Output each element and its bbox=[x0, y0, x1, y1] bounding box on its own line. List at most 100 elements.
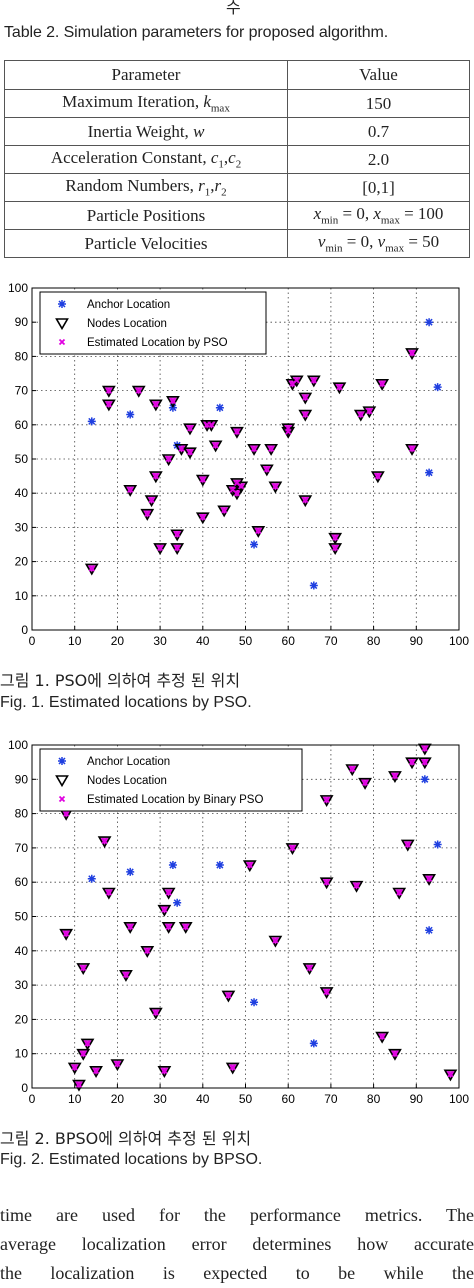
estimated-point bbox=[186, 449, 194, 456]
node-point bbox=[166, 396, 180, 408]
node-point bbox=[170, 529, 185, 542]
node-point bbox=[76, 1048, 91, 1061]
x-tick-label: 20 bbox=[111, 634, 125, 648]
estimated-point bbox=[233, 490, 241, 497]
estimated-point bbox=[161, 1067, 168, 1074]
y-tick-label: 90 bbox=[15, 772, 29, 786]
node-point bbox=[208, 440, 223, 453]
legend-box bbox=[39, 291, 267, 355]
estimated-point bbox=[84, 1040, 91, 1047]
anchor-point bbox=[250, 540, 259, 549]
estimated-point bbox=[408, 445, 416, 452]
anchor-point bbox=[87, 417, 96, 426]
estimated-point bbox=[152, 1009, 159, 1016]
estimated-point bbox=[396, 889, 403, 896]
node-point bbox=[195, 474, 210, 487]
y-tick-label: 100 bbox=[8, 738, 28, 752]
node-point bbox=[319, 987, 334, 1000]
legend-label: Estimated Location by PSO bbox=[87, 337, 228, 349]
node-point bbox=[264, 443, 279, 456]
x-tick-label: 20 bbox=[111, 1092, 125, 1106]
estimated-point bbox=[105, 889, 112, 896]
estimated-point bbox=[178, 445, 185, 452]
legend-label: Nodes Location bbox=[87, 318, 167, 330]
x-tick-label: 90 bbox=[410, 634, 424, 648]
estimated-point bbox=[63, 930, 70, 937]
node-point bbox=[174, 443, 189, 456]
estimated-point bbox=[105, 387, 112, 394]
estimated-point bbox=[199, 514, 206, 521]
y-tick-label: 90 bbox=[15, 315, 29, 329]
node-point bbox=[268, 481, 283, 494]
anchor-point bbox=[250, 998, 259, 1007]
node-point bbox=[157, 1066, 172, 1078]
anchor-point bbox=[425, 318, 434, 327]
x-tick-label: 60 bbox=[282, 1092, 296, 1106]
y-tick-label: 0 bbox=[21, 623, 28, 637]
node-point bbox=[298, 392, 313, 405]
x-tick-label: 80 bbox=[367, 1092, 381, 1106]
x-tick-label: 30 bbox=[153, 634, 167, 648]
estimated-point bbox=[225, 992, 232, 999]
table-row: Inertia Weight, w 0.7 bbox=[4, 117, 470, 146]
y-tick-label: 50 bbox=[15, 910, 29, 924]
estimated-point bbox=[421, 745, 428, 752]
parameter-name: Acceleration Constant, c1,c2 bbox=[4, 145, 288, 174]
parameter-value: 0.7 bbox=[287, 117, 470, 146]
node-point bbox=[349, 880, 364, 893]
estimated-point bbox=[148, 496, 155, 504]
chart-bpso: 0 10 20 30 40 50 60 70 80 90 100 0 10 20 30 40 50 60 70 80 9… bbox=[8, 738, 469, 1106]
estimated-point bbox=[169, 397, 177, 404]
node-point bbox=[319, 795, 334, 807]
estimated-point bbox=[302, 411, 309, 418]
node-point bbox=[225, 1062, 240, 1075]
anchor-point bbox=[425, 926, 434, 935]
table-row: Particle Velocities vmin = 0, vmax = 50 bbox=[4, 229, 470, 258]
node-point bbox=[157, 904, 172, 917]
estimated-point bbox=[425, 875, 433, 882]
estimated-point bbox=[289, 844, 296, 852]
node-point bbox=[161, 454, 176, 467]
estimated-point bbox=[408, 349, 416, 357]
figure-1-caption-en: Fig. 1. Estimated locations by PSO. bbox=[0, 694, 252, 711]
body-line: the localization is expected to be while… bbox=[0, 1263, 474, 1283]
estimated-point bbox=[135, 387, 142, 394]
estimated-point bbox=[63, 810, 70, 817]
node-point bbox=[388, 771, 402, 783]
estimated-point bbox=[238, 483, 245, 490]
figure-2: 0 10 20 30 40 50 60 70 80 90 100 0 10 20 30 40 50 60 70 80 9… bbox=[0, 735, 474, 1185]
x-tick-label: 0 bbox=[29, 634, 36, 648]
anchor-point bbox=[433, 383, 442, 392]
table-header-cell: Value bbox=[287, 60, 470, 90]
node-point bbox=[302, 963, 317, 976]
estimated-point bbox=[285, 425, 292, 432]
node-point bbox=[217, 505, 232, 518]
parameter-name: Random Numbers, r1,r2 bbox=[4, 173, 288, 202]
y-tick-label: 60 bbox=[15, 875, 29, 889]
estimated-point bbox=[272, 483, 279, 490]
header-fragment: 수 bbox=[226, 0, 241, 17]
estimated-point bbox=[208, 421, 215, 428]
estimated-point bbox=[165, 923, 172, 930]
node-point bbox=[183, 447, 197, 460]
estimated-point bbox=[182, 923, 189, 930]
parameter-name: Particle Positions bbox=[4, 201, 288, 230]
estimated-point bbox=[272, 937, 279, 944]
node-point bbox=[298, 409, 313, 422]
estimated-point bbox=[332, 534, 339, 541]
x-tick-label: 40 bbox=[196, 634, 210, 648]
anchor-point bbox=[87, 874, 96, 883]
node-point bbox=[306, 375, 321, 388]
node-point bbox=[123, 484, 138, 497]
legend-marker bbox=[58, 300, 66, 308]
legend-marker bbox=[58, 338, 66, 346]
node-point bbox=[345, 764, 360, 777]
estimated-point bbox=[127, 923, 134, 930]
x-tick-label: 60 bbox=[282, 634, 296, 648]
node-point bbox=[221, 990, 236, 1003]
node-point bbox=[123, 921, 138, 934]
estimated-point bbox=[310, 377, 317, 384]
x-tick-label: 30 bbox=[153, 1092, 167, 1106]
estimated-point bbox=[152, 401, 159, 408]
node-point bbox=[148, 399, 163, 412]
